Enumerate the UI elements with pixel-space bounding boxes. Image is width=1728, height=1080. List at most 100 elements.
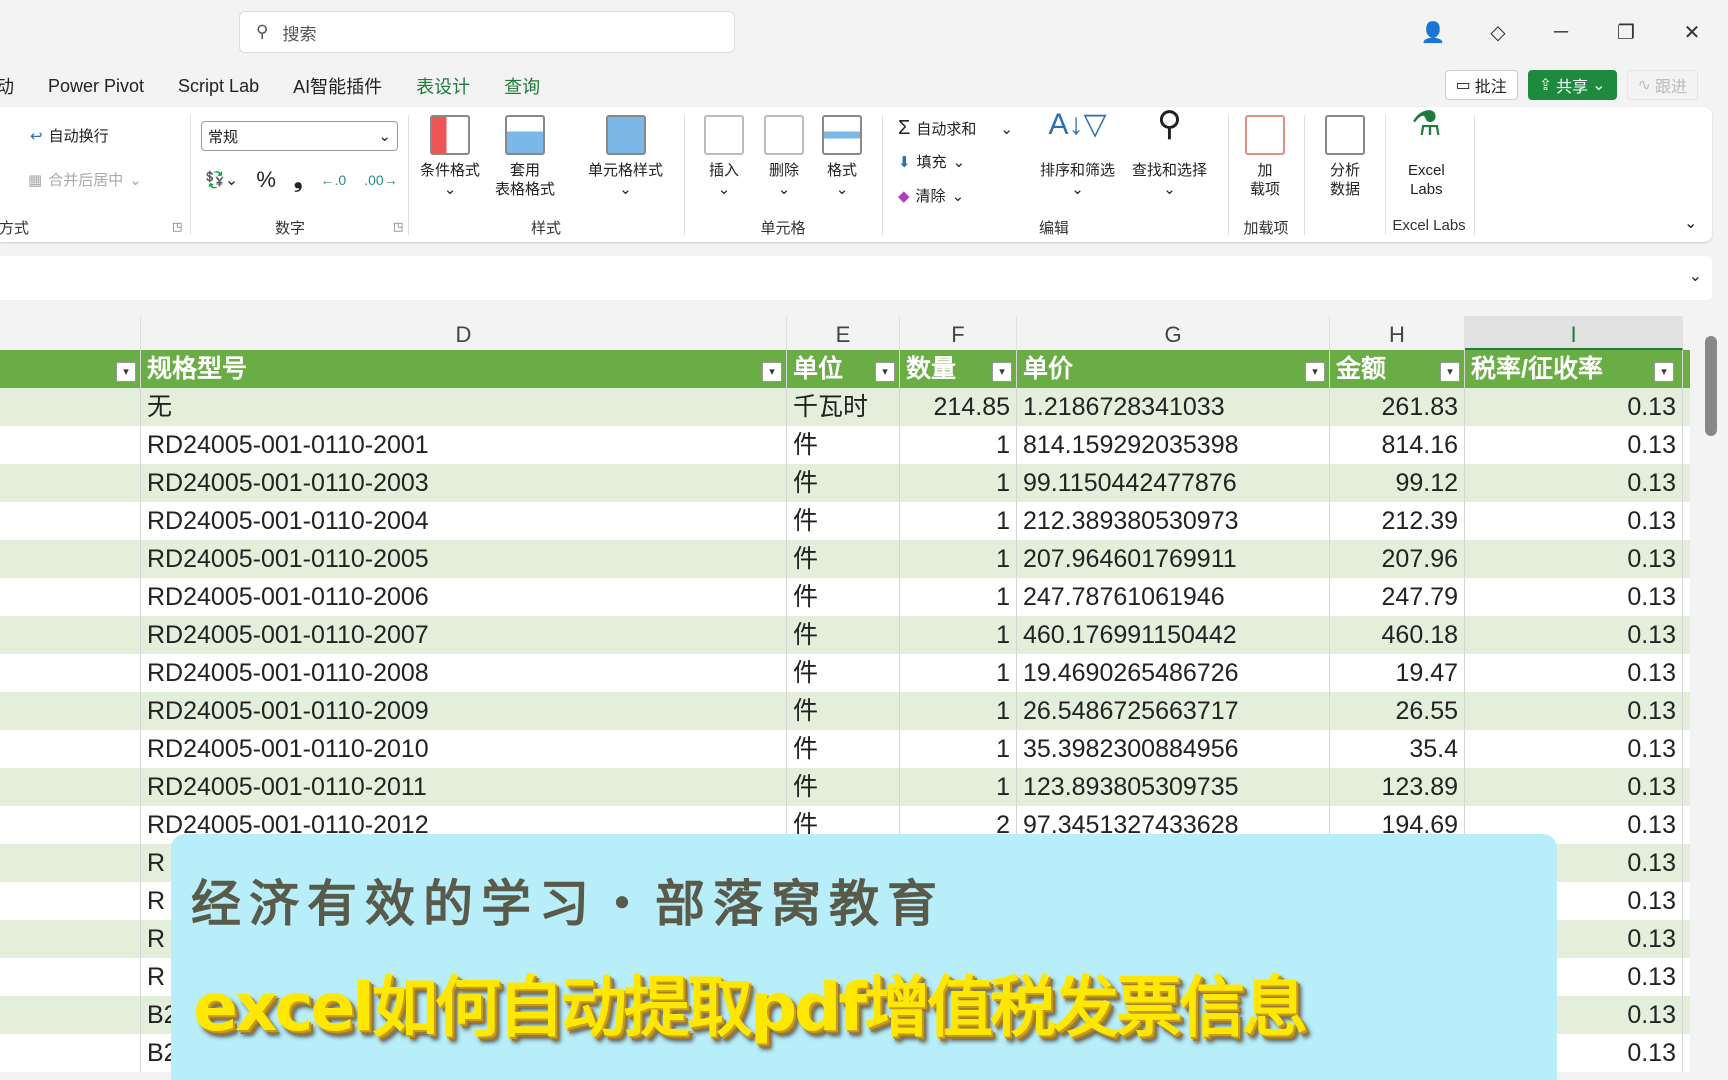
cell-styles-button[interactable]: 单元格样式 ⌄ [588, 115, 663, 199]
comment-button[interactable]: ▭ 批注 [1444, 70, 1518, 100]
merge-center-button[interactable]: ▦ 合并后居中 ⌄ [28, 169, 142, 190]
table-cell[interactable]: 1 [900, 654, 1017, 692]
table-cell[interactable]: 207.96 [1330, 540, 1465, 578]
table-cell[interactable]: 1 [900, 768, 1017, 806]
format-as-table-button[interactable]: 套用 表格格式 [495, 115, 555, 199]
table-cell[interactable]: RD24005-001-0110-2007 [141, 616, 787, 654]
table-cell[interactable]: 件 [787, 578, 900, 616]
table-cell[interactable]: 件 [787, 540, 900, 578]
share-button[interactable]: ⇪ 共享 ⌄ [1527, 70, 1617, 100]
insert-button[interactable]: 插入 ⌄ [704, 115, 744, 199]
table-cell[interactable]: RD24005-001-0110-2004 [141, 502, 787, 540]
number-format-select[interactable]: 常规 ⌄ [201, 121, 398, 151]
table-cell[interactable]: 35.3982300884956 [1017, 730, 1330, 768]
find-select-button[interactable]: ⚲ 查找和选择 ⌄ [1132, 105, 1208, 198]
scrollbar-thumb[interactable] [1705, 336, 1717, 436]
table-cell[interactable]: 460.176991150442 [1017, 616, 1330, 654]
table-cell[interactable]: 0.13 [1465, 844, 1683, 882]
table-cell[interactable]: 0.13 [1465, 958, 1683, 996]
cell-c[interactable] [0, 882, 141, 920]
table-cell[interactable]: 0.13 [1465, 768, 1683, 806]
cell-c[interactable] [0, 578, 141, 616]
account-avatar-icon[interactable]: 👤 [1420, 21, 1446, 44]
column-header-g[interactable]: G [1017, 316, 1330, 350]
tab-script-lab[interactable]: Script Lab [178, 75, 260, 96]
column-title[interactable]: 单位 ▾ [787, 350, 900, 388]
table-cell[interactable]: 0.13 [1465, 996, 1683, 1034]
tab-help[interactable]: 动 [0, 77, 14, 97]
cell-c[interactable] [0, 616, 141, 654]
search-box[interactable]: ⚲ 搜索 [239, 11, 735, 53]
tab-query[interactable]: 查询 [504, 77, 541, 97]
cell-c[interactable] [0, 996, 141, 1034]
dialog-launcher-icon[interactable]: ◳ [172, 221, 183, 233]
column-header-f[interactable]: F [900, 316, 1017, 350]
table-cell[interactable]: 0.13 [1465, 502, 1683, 540]
comma-button[interactable]: ❟ [293, 167, 303, 192]
column-title[interactable]: 单价 ▾ [1017, 350, 1330, 388]
table-cell[interactable]: 814.159292035398 [1017, 426, 1330, 464]
table-cell[interactable]: 0.13 [1465, 920, 1683, 958]
table-cell[interactable]: 1.2186728341033 [1017, 388, 1330, 426]
cell-c[interactable] [0, 920, 141, 958]
percent-button[interactable]: % [256, 167, 276, 192]
expand-formula-icon[interactable]: ⌄ [1688, 268, 1702, 285]
column-header-i[interactable]: I [1465, 316, 1683, 350]
clear-button[interactable]: ◆ 清除 ⌄ [898, 185, 964, 206]
filter-dropdown-icon[interactable]: ▾ [1440, 362, 1460, 382]
table-cell[interactable]: 123.893805309735 [1017, 768, 1330, 806]
cell-c[interactable] [0, 768, 141, 806]
cell-c[interactable] [0, 502, 141, 540]
tab-power-pivot[interactable]: Power Pivot [48, 75, 145, 96]
follow-button[interactable]: ∿ 跟进 [1626, 70, 1698, 100]
close-button[interactable]: ✕ [1683, 21, 1701, 44]
currency-icon[interactable]: 💱⌄ [205, 172, 239, 189]
table-cell[interactable]: 207.964601769911 [1017, 540, 1330, 578]
table-cell[interactable]: 1 [900, 616, 1017, 654]
column-title[interactable]: 规格型号 ▾ [141, 350, 787, 388]
filter-dropdown-icon[interactable]: ▾ [992, 362, 1012, 382]
cell-c[interactable] [0, 730, 141, 768]
table-cell[interactable]: 件 [787, 426, 900, 464]
cell-c[interactable] [0, 692, 141, 730]
table-cell[interactable]: RD24005-001-0110-2009 [141, 692, 787, 730]
cell-c[interactable] [0, 388, 141, 426]
table-cell[interactable]: 件 [787, 616, 900, 654]
filter-dropdown-icon[interactable]: ▾ [1305, 362, 1325, 382]
table-cell[interactable]: 千瓦时 [787, 388, 900, 426]
table-cell[interactable]: 261.83 [1330, 388, 1465, 426]
table-cell[interactable]: RD24005-001-0110-2011 [141, 768, 787, 806]
column-header-h[interactable]: H [1330, 316, 1465, 350]
table-cell[interactable]: 0.13 [1465, 692, 1683, 730]
premium-diamond-icon[interactable]: ◇ [1490, 21, 1506, 44]
table-cell[interactable]: 123.89 [1330, 768, 1465, 806]
table-cell[interactable]: 99.1150442477876 [1017, 464, 1330, 502]
filter-dropdown-icon[interactable]: ▾ [1654, 362, 1674, 382]
table-cell[interactable]: 247.78761061946 [1017, 578, 1330, 616]
column-header-c[interactable] [0, 316, 141, 350]
table-cell[interactable]: 247.79 [1330, 578, 1465, 616]
cell-c[interactable]: ▾ [0, 350, 141, 388]
table-cell[interactable]: 1 [900, 502, 1017, 540]
tab-table-design[interactable]: 表设计 [416, 77, 471, 97]
filter-dropdown-icon[interactable]: ▾ [762, 362, 782, 382]
decrease-decimal-icon[interactable]: .00→ [364, 172, 398, 188]
table-cell[interactable]: 无 [141, 388, 787, 426]
table-cell[interactable]: 2 [900, 806, 1017, 844]
table-cell[interactable]: 件 [787, 502, 900, 540]
restore-button[interactable]: ❐ [1617, 21, 1635, 44]
cell-c[interactable] [0, 426, 141, 464]
dialog-launcher-icon[interactable]: ◳ [393, 221, 404, 233]
table-cell[interactable]: 214.85 [900, 388, 1017, 426]
tab-ai-plugin[interactable]: AI智能插件 [293, 77, 383, 97]
collapse-ribbon-icon[interactable]: ⌄ [1684, 215, 1698, 232]
cell-c[interactable] [0, 844, 141, 882]
table-cell[interactable]: 212.389380530973 [1017, 502, 1330, 540]
table-cell[interactable]: 35.4 [1330, 730, 1465, 768]
table-cell[interactable]: 0.13 [1465, 1034, 1683, 1072]
table-cell[interactable]: 0.13 [1465, 730, 1683, 768]
format-button[interactable]: 格式 ⌄ [822, 115, 862, 199]
table-cell[interactable]: 0.13 [1465, 654, 1683, 692]
delete-button[interactable]: 删除 ⌄ [764, 115, 804, 199]
table-cell[interactable]: 814.16 [1330, 426, 1465, 464]
